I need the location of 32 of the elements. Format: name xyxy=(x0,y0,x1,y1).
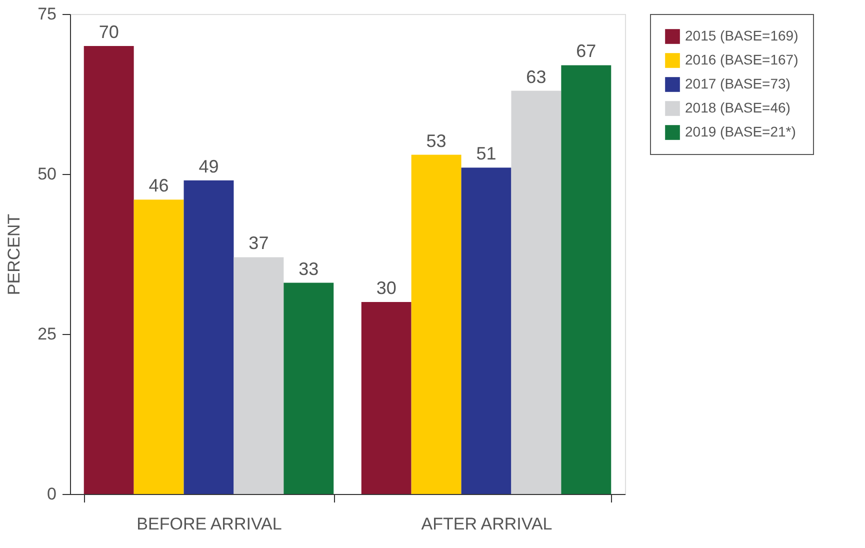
bar xyxy=(234,257,284,494)
data-label: 67 xyxy=(576,41,596,62)
legend-label: 2018 (BASE=46) xyxy=(685,100,790,116)
data-label: 33 xyxy=(298,258,319,279)
y-tick-label: 0 xyxy=(47,484,56,504)
bar xyxy=(361,302,412,494)
bar xyxy=(284,282,334,494)
y-axis-title: PERCENT xyxy=(4,214,24,296)
bar xyxy=(461,168,512,494)
data-label: 46 xyxy=(148,176,169,196)
legend-label: 2016 (BASE=167) xyxy=(685,52,798,68)
y-tick-label: 75 xyxy=(38,4,56,24)
data-label: 63 xyxy=(526,66,546,87)
data-label: 51 xyxy=(476,144,496,164)
data-label: 37 xyxy=(248,233,269,254)
bar xyxy=(411,154,462,494)
y-tick-label: 25 xyxy=(38,324,56,344)
bar xyxy=(84,46,134,494)
bar xyxy=(184,180,234,494)
data-label: 53 xyxy=(426,130,446,151)
legend-label: 2017 (BASE=73) xyxy=(685,76,790,92)
x-tick-label: BEFORE ARRIVAL xyxy=(136,514,282,534)
data-label: 70 xyxy=(98,22,119,42)
data-label: 49 xyxy=(198,156,219,176)
bar xyxy=(561,65,612,494)
legend-label: 2015 (BASE=169) xyxy=(685,28,798,44)
bar xyxy=(511,90,562,494)
bar xyxy=(134,200,184,494)
data-label: 30 xyxy=(376,278,396,298)
y-tick-label: 50 xyxy=(38,164,56,184)
x-tick-label: AFTER ARRIVAL xyxy=(421,514,552,534)
legend-label: 2019 (BASE=21*) xyxy=(685,124,796,140)
